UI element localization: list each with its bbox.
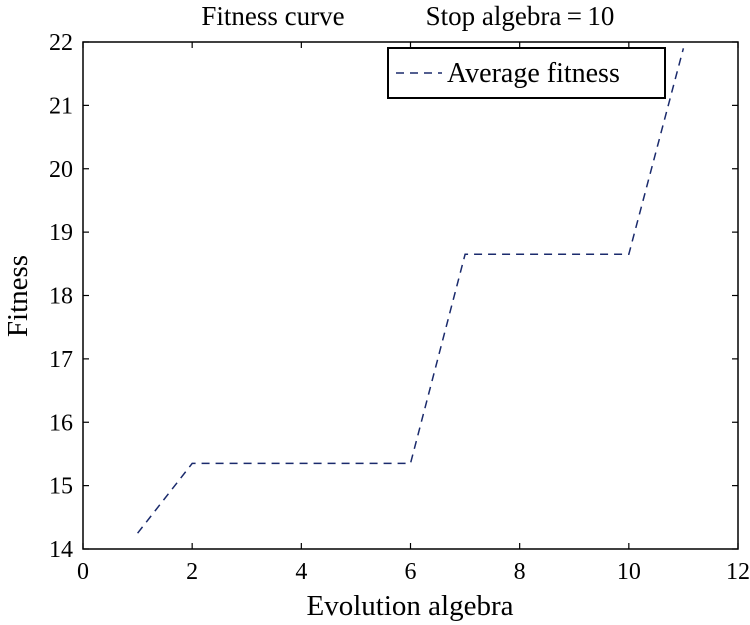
y-axis: 14 15 16 17 18 19 20 21 22 xyxy=(49,30,738,563)
legend-label: Average fitness xyxy=(447,58,620,89)
series-layer xyxy=(137,48,685,534)
legend: Average fitness xyxy=(387,47,666,99)
y-axis-label: Fitness xyxy=(2,255,34,337)
y-tick-label-4: 18 xyxy=(49,284,73,310)
x-tick-label-5: 10 xyxy=(617,559,641,585)
x-axis: 0 2 4 6 8 10 12 xyxy=(77,42,750,585)
chart-title: Fitness curve xyxy=(201,1,344,31)
series-line-0 xyxy=(137,48,685,534)
y-tick-label-7: 21 xyxy=(49,93,73,119)
chart-subtitle: Stop algebra = 10 xyxy=(426,1,615,31)
x-tick-label-3: 6 xyxy=(405,559,417,585)
x-tick-label-1: 2 xyxy=(186,559,198,585)
legend-box xyxy=(387,47,666,99)
x-tick-label-2: 4 xyxy=(295,559,307,585)
y-tick-label-3: 17 xyxy=(49,347,73,373)
x-tick-label-0: 0 xyxy=(77,559,89,585)
x-tick-label-4: 8 xyxy=(514,559,526,585)
x-tick-label-6: 12 xyxy=(726,559,750,585)
y-tick-label-0: 14 xyxy=(49,537,73,563)
x-axis-label: Evolution algebra xyxy=(307,590,514,622)
y-tick-label-8: 22 xyxy=(49,30,73,56)
y-tick-label-2: 16 xyxy=(49,410,73,436)
y-tick-label-1: 15 xyxy=(49,474,73,500)
y-tick-label-6: 20 xyxy=(49,157,73,183)
plot-area xyxy=(82,41,739,550)
y-tick-label-5: 19 xyxy=(49,220,73,246)
